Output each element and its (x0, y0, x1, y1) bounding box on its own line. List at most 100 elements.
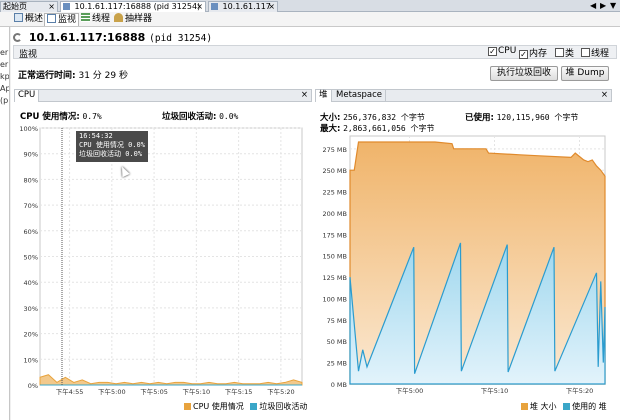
gc-activity-value: 0.0% (219, 112, 239, 121)
cpu-y-tick-label: 50% (24, 254, 38, 262)
cpu-y-tick-label: 30% (24, 305, 38, 313)
host-label: 10.1.61.117:16888 (28, 31, 146, 44)
checkbox-classes[interactable]: 类 (555, 46, 574, 59)
cpu-x-tick-label: 下午5:00 (98, 387, 126, 396)
perform-gc-button[interactable]: 执行垃圾回收 (490, 66, 558, 81)
legend-label: 堆 大小 (530, 402, 557, 411)
cpu-y-tick-label: 20% (24, 331, 38, 339)
cpu-usage-value: 0.7% (82, 112, 102, 121)
checkbox-threads[interactable]: 线程 (581, 46, 609, 59)
tab-threads-label: 线程 (92, 14, 111, 24)
heap-x-tick-label: 下午5:20 (566, 386, 594, 395)
heap-y-tick-label: 150 MB (322, 253, 347, 261)
tab-label: 10.1.61.117 (222, 2, 271, 11)
uptime-value: 31 分 29 秒 (78, 71, 128, 81)
cpu-x-tick-label: 下午4:55 (56, 387, 84, 396)
cpu-panel-header: CPU × (14, 89, 312, 102)
left-fragment: er (0, 60, 9, 69)
heap-size-label: 大小: (320, 113, 341, 123)
overview-icon (14, 13, 23, 22)
cpu-x-tick-label: 下午5:10 (183, 387, 211, 396)
tab-metaspace[interactable]: Metaspace (333, 90, 387, 102)
monitor-icon (47, 14, 56, 23)
tab-scroll-left-icon[interactable]: ◀ (590, 1, 597, 10)
refresh-icon (13, 33, 22, 42)
left-fragment: Ap (0, 84, 10, 93)
tab-overview[interactable]: 概述 (12, 13, 45, 26)
left-navigator-edge: er er kp Ap (p (0, 27, 10, 420)
tab-host[interactable]: 10.1.61.117 × (208, 1, 278, 12)
checkbox-label: 线程 (591, 49, 610, 59)
checkbox-label: 内存 (529, 49, 548, 59)
heap-size-stat: 大小: 256,376,832 个字节 (320, 111, 425, 123)
cpu-chart-tooltip: 16:54:32 CPU 使用情况 0.0% 垃圾回收活动 0.0% (76, 131, 148, 162)
tab-sampler[interactable]: 抽样器 (112, 13, 154, 26)
cpu-chart: 0% 10% 20% 30% 40% 50% 60% 70% 80% 90% 100% 下午4:55 下… (19, 125, 303, 396)
close-icon[interactable]: × (48, 2, 55, 11)
tooltip-cpu: CPU 使用情况 0.0% (79, 141, 145, 149)
page-title: 10.1.61.117:16888 (pid 31254) (13, 31, 212, 44)
threads-icon (81, 13, 90, 22)
heap-dump-button[interactable]: 堆 Dump (561, 66, 609, 81)
close-icon[interactable]: × (300, 90, 308, 100)
heap-y-tick-label: 175 MB (322, 231, 347, 239)
heap-x-tick-label: 下午5:00 (396, 386, 424, 395)
tab-heap[interactable]: 堆 (316, 90, 332, 102)
host-icon (211, 3, 218, 10)
heap-max-label: 最大: (320, 124, 341, 134)
cpu-usage-label: CPU 使用情况: (20, 112, 80, 122)
tab-monitor-label: 监视 (58, 15, 77, 25)
close-icon[interactable]: × (196, 2, 203, 11)
cpu-y-tick-label: 90% (24, 151, 38, 159)
tab-label: 10.1.61.117:16888 (pid 31254) (74, 2, 201, 11)
checkbox-label: 类 (565, 49, 575, 59)
legend-swatch (521, 403, 528, 410)
cpu-plot-area (39, 127, 303, 386)
heap-y-tick-label: 25 MB (327, 360, 347, 368)
heap-max-value: 2,863,661,056 个字节 (343, 124, 435, 133)
tab-cpu[interactable]: CPU (15, 90, 40, 102)
heap-y-tick-label: 0 MB (331, 381, 347, 389)
tab-sampler-label: 抽样器 (125, 14, 153, 24)
close-icon[interactable]: × (600, 90, 608, 100)
checkbox-checked-icon: ✓ (488, 47, 497, 56)
heap-y-tick-label: 275 MB (322, 146, 347, 154)
legend-label: 垃圾回收活动 (259, 402, 308, 411)
checkbox-cpu[interactable]: ✓ CPU (488, 46, 516, 56)
close-icon[interactable]: × (268, 2, 275, 11)
tab-start-page[interactable]: 起始页 × (0, 1, 58, 12)
heap-max-stat: 最大: 2,863,661,056 个字节 (320, 122, 435, 134)
heap-y-tick-label: 225 MB (322, 189, 347, 197)
heap-size-value: 256,376,832 个字节 (343, 113, 425, 122)
heap-used-value: 120,115,960 个字节 (496, 113, 579, 122)
tab-monitor[interactable]: 监视 (44, 13, 80, 26)
cpu-y-tick-label: 80% (24, 176, 38, 184)
cpu-x-tick-label: 下午5:20 (267, 387, 295, 396)
tab-threads[interactable]: 线程 (79, 13, 112, 26)
checkbox-memory[interactable]: ✓ 内存 (519, 46, 547, 59)
tab-scroll-right-icon[interactable]: ▶ (600, 1, 607, 10)
heap-x-tick-label: 下午5:10 (481, 386, 509, 395)
gc-activity-label: 垃圾回收活动: (162, 112, 217, 122)
tab-label: 起始页 (3, 2, 27, 11)
view-tab-bar: 概述 监视 线程 抽样器 (0, 12, 620, 27)
legend-label: CPU 使用情况 (193, 402, 244, 411)
checkbox-unchecked-icon (555, 48, 564, 57)
checkbox-unchecked-icon (581, 48, 590, 57)
checkbox-label: CPU (498, 46, 517, 56)
sampler-icon (114, 13, 123, 22)
legend-swatch (563, 403, 571, 410)
heap-y-tick-label: 250 MB (322, 167, 347, 175)
gc-activity-stat: 垃圾回收活动: 0.0% (162, 110, 238, 122)
cpu-legend: CPU 使用情况 垃圾回收活动 (180, 401, 307, 412)
editor-tab-bar: 起始页 × 10.1.61.117:16888 (pid 31254) × 10… (0, 0, 620, 12)
heap-chart: 0 MB 25 MB 50 MB 75 MB 100 MB 125 MB 150 MB 175… (322, 135, 606, 395)
heap-y-tick-label: 200 MB (322, 210, 347, 218)
heap-used-series (349, 242, 606, 385)
tab-list-icon[interactable]: ▼ (610, 1, 617, 10)
left-fragment: (p (0, 96, 9, 105)
tab-process[interactable]: 10.1.61.117:16888 (pid 31254) × (60, 1, 206, 12)
cpu-y-tick-label: 40% (24, 279, 38, 287)
cpu-y-tick-label: 100% (19, 125, 38, 133)
heap-y-tick-label: 75 MB (327, 317, 347, 325)
